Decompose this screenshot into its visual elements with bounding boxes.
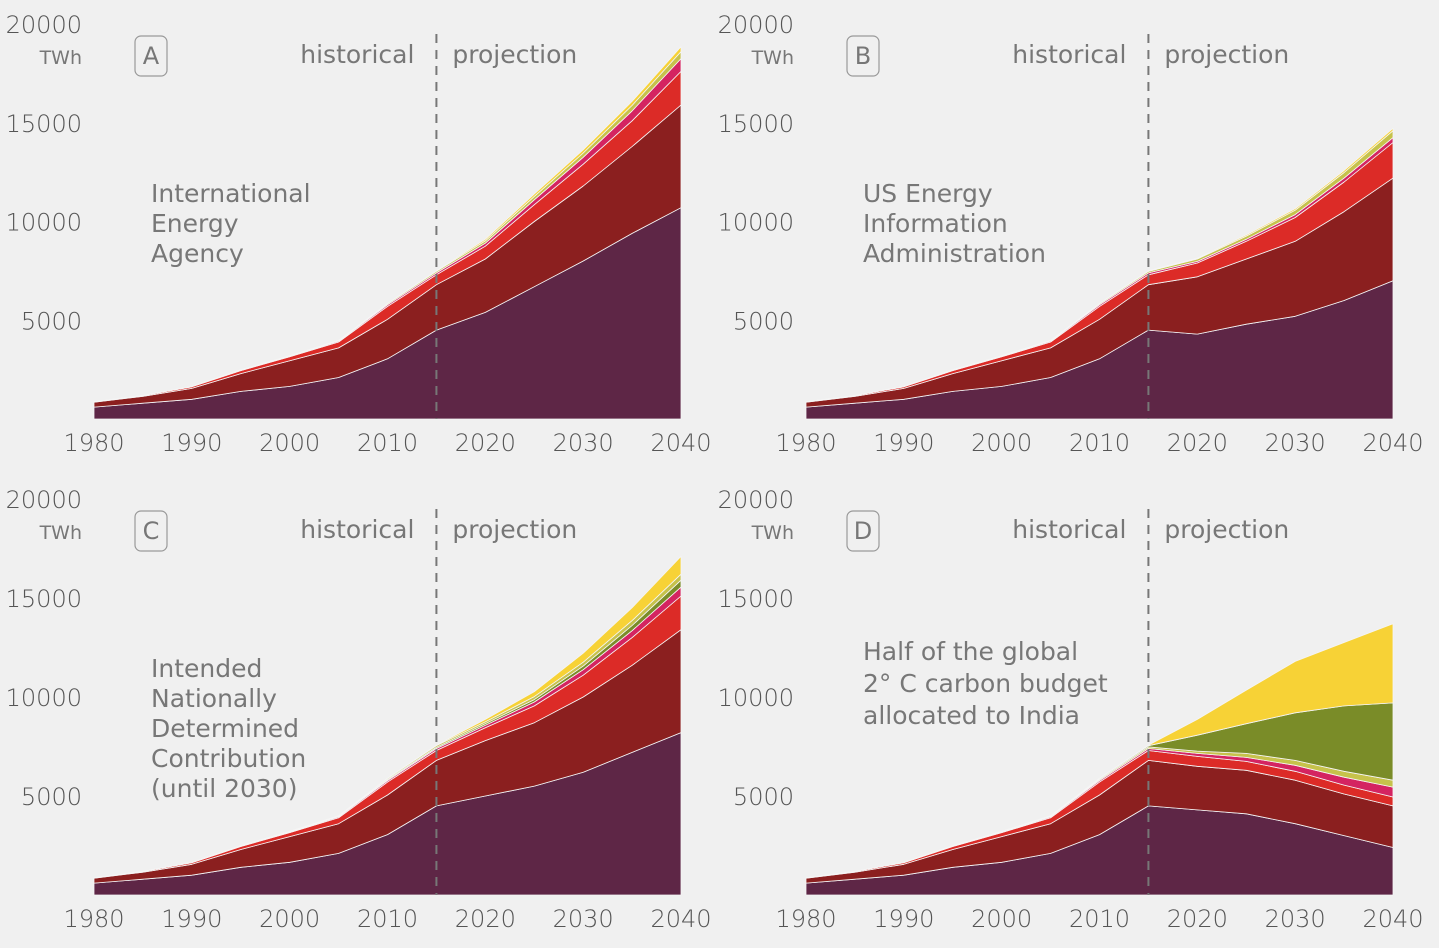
y-tick-label: 15000 bbox=[6, 110, 82, 138]
unit-label: TWh bbox=[39, 47, 82, 69]
x-tick-label: 2020 bbox=[455, 905, 516, 933]
source-label-line: Nationally bbox=[151, 684, 277, 713]
area-solar bbox=[805, 127, 1394, 403]
y-tick-label: 15000 bbox=[6, 585, 82, 613]
source-label-line: Agency bbox=[151, 239, 244, 268]
y-tick-label: 10000 bbox=[718, 684, 794, 712]
y-tick-label: 10000 bbox=[6, 684, 82, 712]
source-label-line: International bbox=[151, 179, 311, 208]
x-tick-label: 2020 bbox=[1167, 905, 1228, 933]
area-solar bbox=[93, 556, 682, 879]
x-tick-label: 1980 bbox=[63, 905, 124, 933]
x-tick-label: 2040 bbox=[650, 905, 711, 933]
x-tick-label: 1990 bbox=[873, 429, 934, 457]
chart-panel-a: 1980 1990 2000 2010 2020 2030 2040 5000 10000 150… bbox=[6, 11, 712, 457]
x-tick-label: 1990 bbox=[873, 905, 934, 933]
projection-label: projection bbox=[1164, 40, 1289, 69]
x-tick-label: 1980 bbox=[775, 429, 836, 457]
unit-label: TWh bbox=[751, 522, 794, 544]
x-tick-label: 2030 bbox=[553, 429, 614, 457]
x-tick-label: 2040 bbox=[1362, 429, 1423, 457]
historical-label: historical bbox=[1012, 40, 1126, 69]
x-tick-label: 2000 bbox=[259, 905, 320, 933]
x-tick-label: 2010 bbox=[357, 429, 418, 457]
x-tick-label: 1990 bbox=[161, 429, 222, 457]
x-tick-label: 1980 bbox=[63, 429, 124, 457]
source-label-line: Contribution bbox=[151, 744, 306, 773]
source-label-line: Determined bbox=[151, 714, 299, 743]
source-label-line: 2° C carbon budget bbox=[863, 669, 1108, 698]
y-tick-label: 15000 bbox=[718, 585, 794, 613]
chart-panel-b: 1980 1990 2000 2010 2020 2030 2040 5000 10000 150… bbox=[718, 11, 1424, 457]
x-tick-label: 2010 bbox=[357, 905, 418, 933]
y-tick-label: 20000 bbox=[718, 11, 794, 39]
source-label-line: allocated to India bbox=[863, 701, 1080, 730]
x-tick-label: 2020 bbox=[1167, 429, 1228, 457]
x-tick-label: 2000 bbox=[259, 429, 320, 457]
unit-label: TWh bbox=[39, 522, 82, 544]
y-tick-label: 5000 bbox=[21, 307, 82, 335]
y-tick-label: 10000 bbox=[6, 209, 82, 237]
historical-label: historical bbox=[300, 40, 414, 69]
source-label-line: (until 2030) bbox=[151, 774, 297, 803]
x-tick-label: 1980 bbox=[775, 905, 836, 933]
historical-label: historical bbox=[1012, 515, 1126, 544]
projection-label: projection bbox=[1164, 515, 1289, 544]
y-tick-label: 15000 bbox=[718, 110, 794, 138]
panel-letter-box bbox=[846, 35, 880, 77]
panel-letter-box bbox=[134, 510, 168, 552]
y-tick-label: 5000 bbox=[21, 783, 82, 811]
panel-letter-box bbox=[846, 510, 880, 552]
x-tick-label: 2010 bbox=[1069, 429, 1130, 457]
source-label-line: US Energy bbox=[863, 179, 993, 208]
area-solar bbox=[805, 623, 1394, 879]
unit-label: TWh bbox=[751, 47, 794, 69]
y-tick-label: 10000 bbox=[718, 209, 794, 237]
x-tick-label: 1990 bbox=[161, 905, 222, 933]
source-label-line: Energy bbox=[151, 209, 239, 238]
source-label-line: Intended bbox=[151, 654, 262, 683]
historical-label: historical bbox=[300, 515, 414, 544]
x-tick-label: 2030 bbox=[1265, 429, 1326, 457]
y-tick-label: 20000 bbox=[6, 486, 82, 514]
source-label-line: Half of the global bbox=[863, 637, 1078, 666]
panel-letter: D bbox=[854, 517, 872, 545]
y-tick-label: 5000 bbox=[733, 307, 794, 335]
projection-label: projection bbox=[452, 515, 577, 544]
x-tick-label: 2000 bbox=[971, 429, 1032, 457]
y-tick-label: 5000 bbox=[733, 783, 794, 811]
x-tick-label: 2030 bbox=[1265, 905, 1326, 933]
x-tick-label: 2030 bbox=[553, 905, 614, 933]
panel-letter: A bbox=[143, 42, 160, 70]
source-label-line: Administration bbox=[863, 239, 1046, 268]
x-tick-label: 2040 bbox=[1362, 905, 1423, 933]
x-tick-label: 2040 bbox=[650, 429, 711, 457]
source-label-line: Information bbox=[863, 209, 1008, 238]
y-tick-label: 20000 bbox=[6, 11, 82, 39]
x-tick-label: 2020 bbox=[455, 429, 516, 457]
panel-letter: C bbox=[143, 517, 160, 545]
projection-label: projection bbox=[452, 40, 577, 69]
area-solar bbox=[93, 46, 682, 403]
y-tick-label: 20000 bbox=[718, 486, 794, 514]
chart-panel-c: 1980 1990 2000 2010 2020 2030 2040 5000 10000 150… bbox=[6, 486, 712, 933]
chart-panel-d: 1980 1990 2000 2010 2020 2030 2040 5000 10000 150… bbox=[718, 486, 1424, 933]
x-tick-label: 2000 bbox=[971, 905, 1032, 933]
panel-letter: B bbox=[855, 42, 871, 70]
panel-letter-box bbox=[134, 35, 168, 77]
x-tick-label: 2010 bbox=[1069, 905, 1130, 933]
